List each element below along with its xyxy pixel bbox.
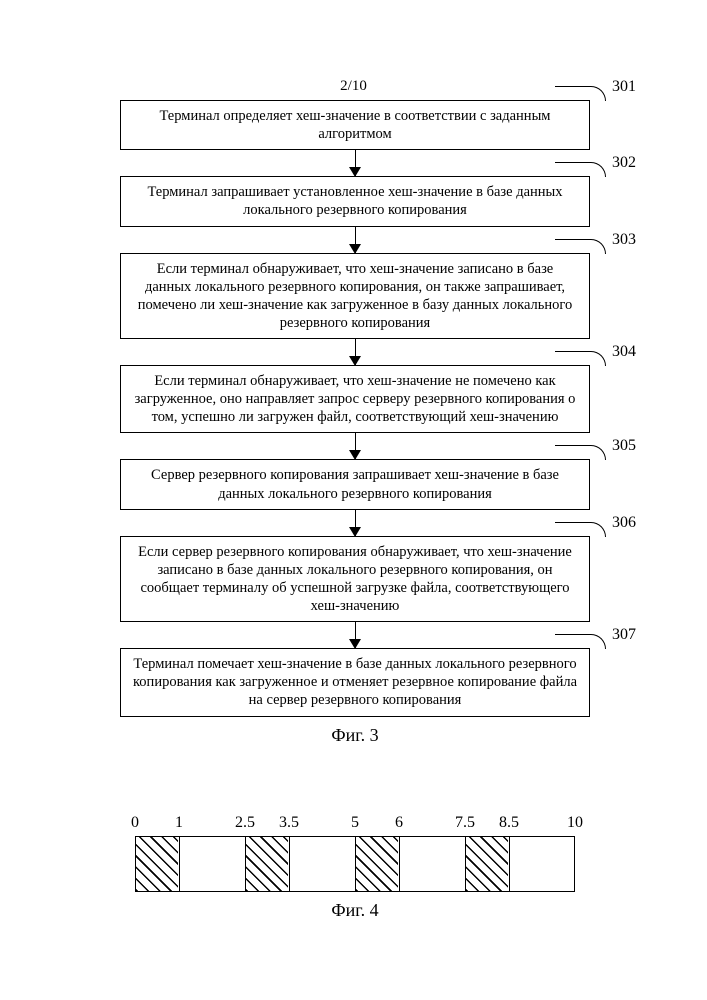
fig4-tick-label: 5 [351, 814, 359, 832]
fig3-step-307: Терминал помечает хеш-значение в базе да… [120, 648, 590, 716]
fig3-arrow [120, 510, 590, 536]
leader-line [555, 522, 606, 537]
fig3-step-304: Если терминал обнаруживает, что хеш-знач… [120, 365, 590, 433]
fig3-flowchart: Терминал определяет хеш-значение в соотв… [120, 100, 590, 746]
fig4-hatched-segment [466, 837, 508, 891]
leader-line [555, 445, 606, 460]
fig3-arrow [120, 150, 590, 176]
fig4-tick-label: 0 [131, 814, 139, 832]
fig3-step-301: Терминал определяет хеш-значение в соотв… [120, 100, 590, 150]
leader-line [555, 86, 606, 101]
fig3-step-number: 306 [612, 514, 636, 532]
fig4-tick-label: 6 [395, 814, 403, 832]
fig4-tick-line [179, 836, 180, 892]
fig3-arrow [120, 339, 590, 365]
fig3-step-number: 301 [612, 78, 636, 96]
fig3-step-number: 302 [612, 154, 636, 172]
fig3-arrow [120, 433, 590, 459]
fig4-hatched-segment [136, 837, 178, 891]
fig4-tick-label: 10 [567, 814, 583, 832]
fig4-hatched-segment [356, 837, 398, 891]
page: 2/10 Терминал определяет хеш-значение в … [0, 0, 707, 1000]
leader-line [555, 351, 606, 366]
leader-line [555, 239, 606, 254]
fig3-step-number: 304 [612, 343, 636, 361]
fig4-tick-label: 7.5 [455, 814, 475, 832]
fig4-tick-label: 8.5 [499, 814, 519, 832]
fig3-arrow [120, 227, 590, 253]
fig3-step-305: Сервер резервного копирования запрашивае… [120, 459, 590, 509]
fig4-bar: 012.53.5567.58.510 [135, 812, 575, 892]
fig4-tick-label: 1 [175, 814, 183, 832]
fig3-arrow [120, 622, 590, 648]
fig3-step-number: 305 [612, 437, 636, 455]
leader-line [555, 634, 606, 649]
fig4-tick-label: 2.5 [235, 814, 255, 832]
fig3-step-302: Терминал запрашивает установленное хеш-з… [120, 176, 590, 226]
fig3-step-306: Если сервер резервного копирования обнар… [120, 536, 590, 623]
fig4-hash-segments-diagram: 012.53.5567.58.510 Фиг. 4 [135, 808, 575, 921]
fig3-step-number: 303 [612, 231, 636, 249]
fig3-caption: Фиг. 3 [120, 725, 590, 746]
fig4-hatched-segment [246, 837, 288, 891]
fig4-tick-label: 3.5 [279, 814, 299, 832]
fig3-step-303: Если терминал обнаруживает, что хеш-знач… [120, 253, 590, 340]
fig4-tick-line [509, 836, 510, 892]
fig4-caption: Фиг. 4 [135, 900, 575, 921]
leader-line [555, 162, 606, 177]
fig3-step-number: 307 [612, 626, 636, 644]
fig4-tick-line [399, 836, 400, 892]
fig4-tick-line [289, 836, 290, 892]
